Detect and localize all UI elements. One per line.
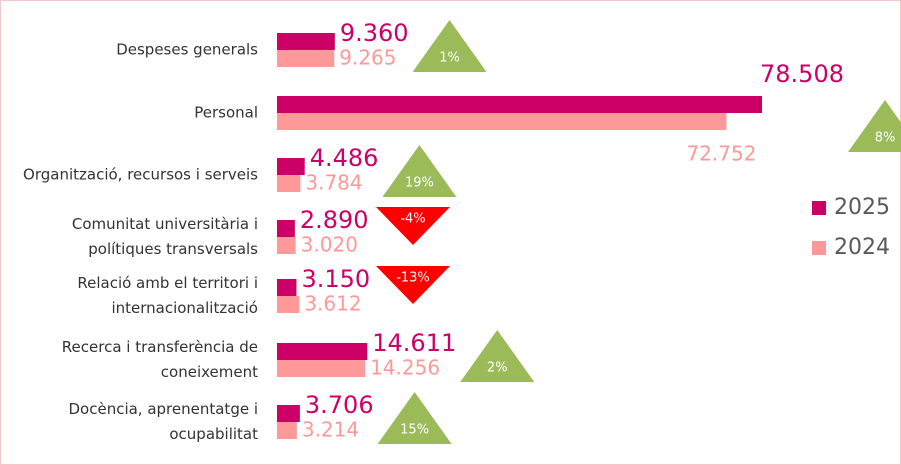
bar bbox=[277, 96, 762, 113]
category-label: Relació amb el territori i internacional… bbox=[77, 274, 258, 317]
category-label: Recerca i transferència de coneixement bbox=[61, 338, 258, 381]
legend-label: 2024 bbox=[834, 235, 890, 260]
change-label: 8% bbox=[875, 131, 896, 146]
change-label: 15% bbox=[400, 423, 429, 438]
value-label: 72.752 bbox=[686, 142, 756, 166]
change-triangle bbox=[460, 330, 535, 382]
bar bbox=[277, 113, 727, 130]
bar bbox=[277, 175, 301, 192]
change-label: 19% bbox=[405, 176, 434, 191]
bar bbox=[277, 237, 296, 254]
change-triangle bbox=[376, 266, 450, 304]
change-label: -13% bbox=[396, 271, 430, 286]
category-label: Organització, recursos i serveis bbox=[23, 165, 258, 184]
change-label: 1% bbox=[439, 51, 460, 66]
category-label: Despeses generals bbox=[116, 40, 258, 59]
bar bbox=[277, 296, 300, 313]
category-label: Personal bbox=[194, 103, 258, 122]
value-label: 3.020 bbox=[301, 233, 358, 257]
legend-swatch bbox=[812, 201, 826, 215]
change-triangle bbox=[848, 100, 901, 152]
value-label: 9.360 bbox=[340, 19, 409, 47]
legend-label: 2025 bbox=[834, 195, 890, 220]
bar bbox=[277, 422, 297, 439]
bar bbox=[277, 220, 295, 237]
value-label: 9.265 bbox=[339, 46, 396, 70]
bar bbox=[277, 360, 366, 377]
bar bbox=[277, 279, 297, 296]
category-label: Comunitat universitària i polítiques tra… bbox=[71, 215, 258, 258]
value-label: 14.256 bbox=[370, 356, 440, 380]
value-label: 3.784 bbox=[305, 171, 362, 195]
value-label: 3.150 bbox=[301, 265, 370, 293]
legend-swatch bbox=[812, 241, 826, 255]
bar bbox=[277, 33, 335, 50]
change-triangle bbox=[382, 145, 457, 197]
change-label: 2% bbox=[487, 361, 508, 376]
value-label: 3.612 bbox=[304, 292, 361, 316]
bar bbox=[277, 343, 368, 360]
change-triangle bbox=[376, 207, 450, 245]
value-label: 14.611 bbox=[372, 329, 456, 357]
value-label: 4.486 bbox=[310, 144, 379, 172]
change-triangle bbox=[377, 392, 452, 444]
bar bbox=[277, 50, 335, 67]
value-label: 3.214 bbox=[302, 418, 359, 442]
category-label: Docència, aprenentatge i ocupabilitat bbox=[68, 400, 258, 443]
change-label: -4% bbox=[400, 212, 425, 227]
change-triangle bbox=[412, 20, 487, 72]
value-label: 78.508 bbox=[760, 60, 844, 88]
bar bbox=[277, 405, 300, 422]
bar bbox=[277, 158, 305, 175]
value-label: 3.706 bbox=[305, 391, 374, 419]
value-label: 2.890 bbox=[300, 206, 369, 234]
